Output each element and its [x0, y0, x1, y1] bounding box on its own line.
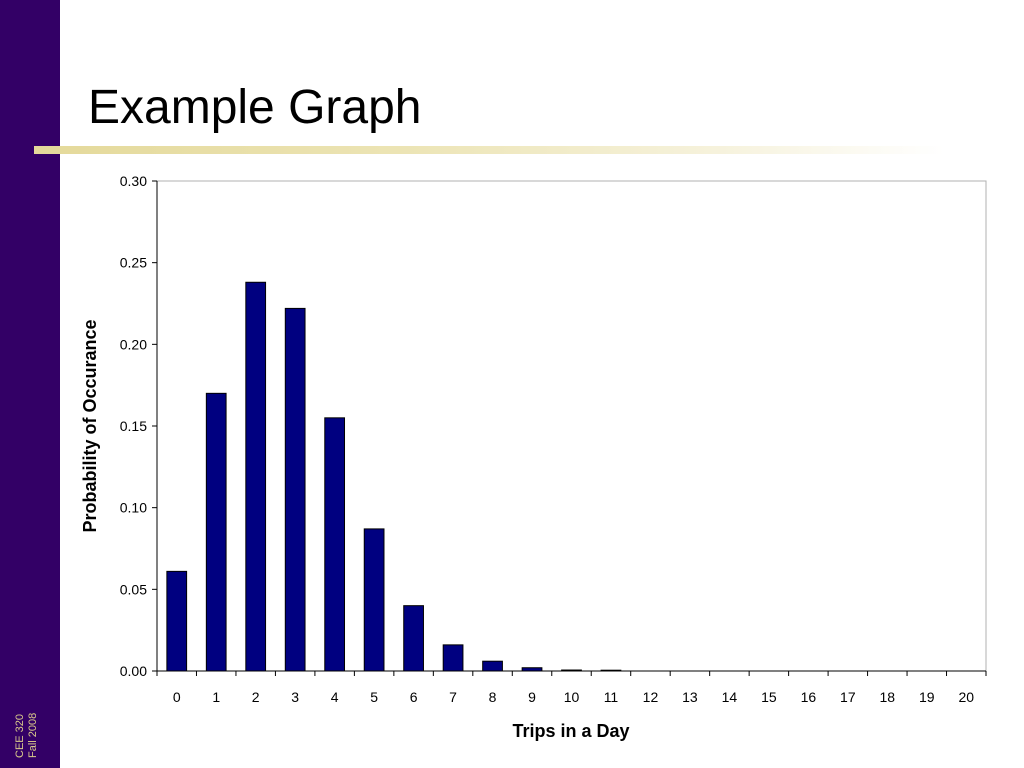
x-tick-label: 1 [212, 689, 220, 705]
slide-title: Example Graph [88, 81, 422, 134]
x-tick-label: 5 [370, 689, 378, 705]
y-axis-title: Probability of Occurance [80, 319, 100, 532]
x-tick-label: 6 [410, 689, 418, 705]
y-axis-ticks: 0.00 0.05 0.10 0.15 0.20 0.25 0.30 [120, 173, 157, 679]
x-tick-label: 19 [919, 689, 935, 705]
bar-0 [166, 570, 188, 672]
x-tick-label: 4 [331, 689, 339, 705]
x-tick-label: 17 [840, 689, 856, 705]
y-tick-label: 0.20 [120, 336, 147, 352]
x-tick-label: 20 [958, 689, 974, 705]
bar-6 [403, 605, 424, 672]
x-tick-label: 14 [722, 689, 738, 705]
x-tick-label: 11 [604, 689, 619, 705]
bar-2 [245, 281, 267, 672]
bar-3 [284, 307, 306, 672]
title-underline [34, 146, 944, 154]
x-tick-label: 12 [643, 689, 659, 705]
x-tick-label: 8 [489, 689, 497, 705]
x-tick-label: 3 [291, 689, 299, 705]
y-tick-label: 0.10 [120, 500, 147, 516]
bar-series [166, 281, 622, 672]
bar-1 [205, 392, 227, 672]
x-axis-ticks: 0 1 2 3 4 5 6 7 8 9 10 11 12 13 14 15 16 17 18 19 20 [156, 671, 987, 705]
x-tick-label: 2 [252, 689, 260, 705]
x-tick-label: 16 [801, 689, 817, 705]
y-tick-label: 0.05 [120, 581, 147, 597]
bar-10 [561, 669, 582, 672]
y-tick-label: 0.30 [120, 173, 147, 189]
bar-4 [324, 417, 346, 672]
bar-11 [600, 669, 622, 672]
bar-5 [363, 528, 385, 672]
x-axis-title: Trips in a Day [512, 721, 629, 741]
bar-7 [442, 644, 464, 672]
x-tick-label: 18 [880, 689, 896, 705]
x-tick-label: 7 [449, 689, 457, 705]
y-tick-label: 0.00 [120, 663, 147, 679]
y-tick-label: 0.15 [120, 418, 147, 434]
bar-8 [482, 660, 503, 672]
y-tick-label: 0.25 [120, 255, 147, 271]
x-tick-label: 0 [173, 689, 181, 705]
plot-area [156, 180, 987, 672]
bar-9 [521, 667, 543, 672]
x-tick-label: 9 [528, 689, 536, 705]
x-tick-label: 13 [682, 689, 698, 705]
x-tick-label: 15 [761, 689, 777, 705]
sidebar-band: CEE 320 Fall 2008 [0, 0, 60, 768]
x-tick-label: 10 [564, 689, 580, 705]
